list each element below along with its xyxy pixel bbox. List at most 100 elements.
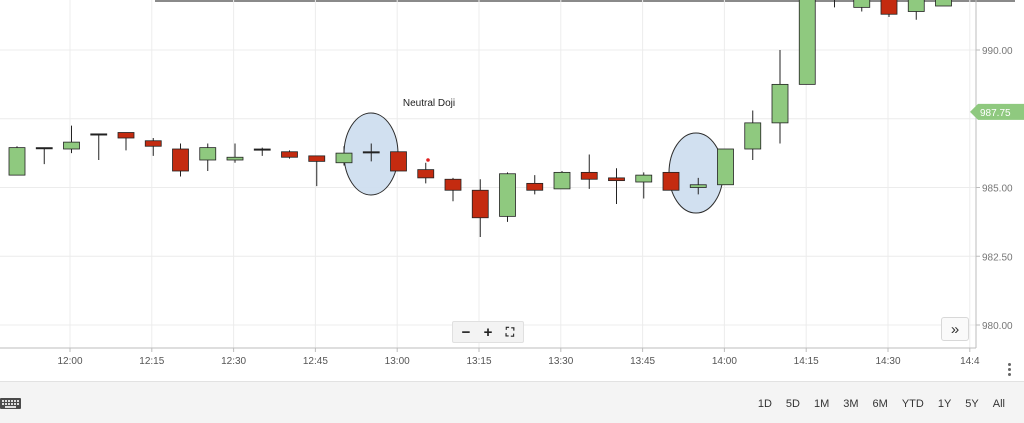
range-1m[interactable]: 1M xyxy=(813,398,830,410)
candle-body xyxy=(771,83,789,124)
candle xyxy=(281,150,298,159)
candle xyxy=(90,133,108,160)
x-tick-label: 14:00 xyxy=(712,356,737,367)
candle xyxy=(662,171,680,191)
candle xyxy=(390,151,407,172)
y-tick-label: 982.50 xyxy=(982,252,1013,263)
candle-body xyxy=(526,182,544,191)
candle-body xyxy=(444,178,462,191)
annotation-label: Neutral Doji xyxy=(403,98,455,109)
candle xyxy=(471,179,489,237)
candle-body xyxy=(662,171,680,191)
candle-body xyxy=(417,169,435,179)
range-5y[interactable]: 5Y xyxy=(965,398,979,410)
grid-lines xyxy=(0,0,977,349)
candle-body xyxy=(717,148,734,186)
x-tick-label: 12:15 xyxy=(139,356,164,367)
candle-body xyxy=(744,122,762,150)
candle-body xyxy=(471,189,489,219)
top-border xyxy=(155,0,1015,2)
range-1y[interactable]: 1Y xyxy=(937,398,952,410)
candle-body xyxy=(608,177,625,182)
candle xyxy=(226,143,244,163)
candle xyxy=(935,0,952,7)
keyboard-icon[interactable] xyxy=(0,398,21,409)
range-buttons: 1D 5D 1M 3M 6M YTD 1Y 5Y All xyxy=(751,396,1012,412)
candle-body xyxy=(144,140,162,147)
y-tick-label: 985.00 xyxy=(982,184,1013,195)
zoom-controls: − + ⛶ xyxy=(452,321,524,343)
candle xyxy=(689,177,707,195)
range-ytd[interactable]: YTD xyxy=(901,398,924,410)
x-tick-label: 13:15 xyxy=(466,356,491,367)
y-tick-label: 980.00 xyxy=(982,321,1013,332)
scroll-to-latest-button[interactable]: » xyxy=(941,317,969,341)
overlay: Neutral Doji 987.75 xyxy=(403,98,1024,162)
candle xyxy=(172,143,189,177)
candle xyxy=(717,148,734,186)
candle-body xyxy=(635,174,653,183)
zoom-in-button[interactable]: + xyxy=(483,323,493,341)
x-axis-labels: 512:0012:1512:3012:4513:0013:1513:3013:4… xyxy=(57,348,980,367)
candle-body xyxy=(390,151,407,172)
candle xyxy=(63,125,80,154)
candle-body xyxy=(499,173,516,217)
candle-body xyxy=(362,151,380,154)
candle xyxy=(853,0,871,12)
range-3m[interactable]: 3M xyxy=(843,398,859,410)
candle xyxy=(526,175,544,195)
more-vertical-icon[interactable] xyxy=(1004,361,1014,381)
candle xyxy=(417,162,435,184)
candle xyxy=(253,147,271,156)
candle xyxy=(199,143,217,171)
candle xyxy=(635,172,653,199)
x-tick-label: 12:45 xyxy=(303,356,328,367)
candle xyxy=(444,177,462,202)
candle-body xyxy=(689,184,707,188)
x-tick-label: 14:30 xyxy=(875,356,900,367)
x-tick-label: 12:00 xyxy=(57,356,82,367)
y-axis-labels: 990.00 985.00 982.50 980.00 xyxy=(976,46,1013,332)
y-tick-label: 990.00 xyxy=(982,46,1013,57)
candle xyxy=(880,0,898,17)
current-price-label: 987.75 xyxy=(980,108,1011,119)
candle-body xyxy=(226,156,244,161)
candle-body xyxy=(8,147,26,176)
range-1d[interactable]: 1D xyxy=(757,398,772,410)
candle xyxy=(308,155,326,187)
candle-body xyxy=(935,0,952,7)
zoom-out-button[interactable]: − xyxy=(461,323,471,341)
x-tick-label: 14:15 xyxy=(794,356,819,367)
candle-body xyxy=(308,155,326,162)
range-5d[interactable]: 5D xyxy=(785,398,800,410)
range-all[interactable]: All xyxy=(992,398,1005,410)
range-6m[interactable]: 6M xyxy=(872,398,888,410)
candle-body xyxy=(798,0,816,85)
candle xyxy=(117,132,135,151)
candle xyxy=(608,168,625,204)
candle-body xyxy=(907,0,925,12)
candle xyxy=(834,0,835,8)
current-price-tag xyxy=(970,103,1024,120)
candle-body xyxy=(253,148,271,151)
candle-body xyxy=(63,141,80,150)
candle-body xyxy=(117,132,135,139)
candles xyxy=(8,0,952,237)
candle xyxy=(35,147,53,165)
candle-body xyxy=(35,147,53,150)
candle xyxy=(362,143,380,162)
candle xyxy=(907,0,925,20)
candle xyxy=(553,171,571,190)
candle-body xyxy=(880,0,898,15)
candle xyxy=(771,50,789,144)
fullscreen-button[interactable]: ⛶ xyxy=(505,324,515,339)
x-tick-label: 12:30 xyxy=(221,356,246,367)
candle-body xyxy=(90,133,108,136)
candle xyxy=(8,146,26,176)
x-tick-label: 13:00 xyxy=(385,356,410,367)
candle xyxy=(499,172,516,222)
candle-body xyxy=(853,0,871,8)
candle xyxy=(335,146,353,166)
